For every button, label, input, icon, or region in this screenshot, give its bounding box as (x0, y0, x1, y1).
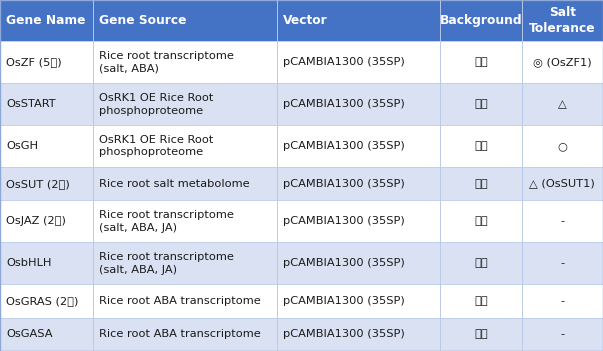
Bar (277, 284, 440, 318)
Text: -: - (560, 329, 564, 339)
Bar (277, 41, 440, 83)
Text: OsZF (5종): OsZF (5종) (6, 57, 62, 67)
Bar (440, 167, 522, 200)
Text: -: - (560, 216, 564, 226)
Text: 동진: 동진 (474, 258, 488, 268)
Bar (522, 284, 603, 318)
Bar (0, 0, 93, 41)
Text: pCAMBIA1300 (35SP): pCAMBIA1300 (35SP) (283, 141, 405, 151)
Text: Rice root transcriptome
(salt, ABA): Rice root transcriptome (salt, ABA) (99, 51, 235, 74)
Text: Rice root ABA transcriptome: Rice root ABA transcriptome (99, 296, 261, 306)
Text: ◎ (OsZF1): ◎ (OsZF1) (533, 57, 592, 67)
Text: OsJAZ (2종): OsJAZ (2종) (6, 216, 66, 226)
Text: 동진: 동진 (474, 57, 488, 67)
Bar (277, 242, 440, 284)
Bar (0, 83, 93, 125)
Text: pCAMBIA1300 (35SP): pCAMBIA1300 (35SP) (283, 329, 405, 339)
Bar (0, 125, 93, 167)
Bar (277, 167, 440, 200)
Text: Rice root salt metabolome: Rice root salt metabolome (99, 179, 250, 188)
Bar (0, 200, 93, 242)
Bar (522, 318, 603, 351)
Bar (93, 167, 277, 200)
Text: OsGASA: OsGASA (6, 329, 52, 339)
Text: 동진: 동진 (474, 216, 488, 226)
Bar (0, 284, 93, 318)
Text: OsSTART: OsSTART (6, 99, 55, 109)
Text: pCAMBIA1300 (35SP): pCAMBIA1300 (35SP) (283, 99, 405, 109)
Text: OsGH: OsGH (6, 141, 38, 151)
Text: Gene Name: Gene Name (6, 14, 86, 27)
Bar (440, 242, 522, 284)
Text: OsGRAS (2종): OsGRAS (2종) (6, 296, 78, 306)
Bar (440, 125, 522, 167)
Bar (277, 0, 440, 41)
Text: △ (OsSUT1): △ (OsSUT1) (529, 179, 595, 188)
Bar (93, 318, 277, 351)
Bar (440, 284, 522, 318)
Bar (277, 83, 440, 125)
Text: pCAMBIA1300 (35SP): pCAMBIA1300 (35SP) (283, 296, 405, 306)
Bar (522, 125, 603, 167)
Text: Rice root transcriptome
(salt, ABA, JA): Rice root transcriptome (salt, ABA, JA) (99, 252, 235, 274)
Text: 동진: 동진 (474, 296, 488, 306)
Text: 동진: 동진 (474, 329, 488, 339)
Bar (522, 41, 603, 83)
Text: OsRK1 OE Rice Root
phosphoproteome: OsRK1 OE Rice Root phosphoproteome (99, 93, 214, 115)
Bar (0, 41, 93, 83)
Text: 동진: 동진 (474, 99, 488, 109)
Bar (522, 0, 603, 41)
Text: pCAMBIA1300 (35SP): pCAMBIA1300 (35SP) (283, 57, 405, 67)
Bar (93, 0, 277, 41)
Bar (93, 125, 277, 167)
Text: pCAMBIA1300 (35SP): pCAMBIA1300 (35SP) (283, 179, 405, 188)
Text: 동진: 동진 (474, 179, 488, 188)
Text: -: - (560, 258, 564, 268)
Bar (277, 125, 440, 167)
Text: Background: Background (440, 14, 522, 27)
Bar (0, 318, 93, 351)
Text: -: - (560, 296, 564, 306)
Bar (522, 242, 603, 284)
Bar (440, 0, 522, 41)
Bar (0, 242, 93, 284)
Text: 동진: 동진 (474, 141, 488, 151)
Bar (522, 200, 603, 242)
Text: △: △ (558, 99, 567, 109)
Text: Gene Source: Gene Source (99, 14, 187, 27)
Text: OsRK1 OE Rice Root
phosphoproteome: OsRK1 OE Rice Root phosphoproteome (99, 134, 214, 157)
Bar (93, 83, 277, 125)
Bar (277, 318, 440, 351)
Text: ○: ○ (557, 141, 567, 151)
Bar (93, 41, 277, 83)
Text: OsbHLH: OsbHLH (6, 258, 51, 268)
Bar (522, 167, 603, 200)
Text: pCAMBIA1300 (35SP): pCAMBIA1300 (35SP) (283, 216, 405, 226)
Text: Rice root transcriptome
(salt, ABA, JA): Rice root transcriptome (salt, ABA, JA) (99, 210, 235, 233)
Text: pCAMBIA1300 (35SP): pCAMBIA1300 (35SP) (283, 258, 405, 268)
Bar (277, 200, 440, 242)
Bar (93, 200, 277, 242)
Bar (0, 167, 93, 200)
Bar (522, 83, 603, 125)
Bar (440, 83, 522, 125)
Text: Rice root ABA transcriptome: Rice root ABA transcriptome (99, 329, 261, 339)
Text: Salt
Tolerance: Salt Tolerance (529, 6, 596, 35)
Bar (440, 41, 522, 83)
Bar (440, 318, 522, 351)
Text: OsSUT (2종): OsSUT (2종) (6, 179, 70, 188)
Bar (93, 242, 277, 284)
Bar (440, 200, 522, 242)
Text: Vector: Vector (283, 14, 328, 27)
Bar (93, 284, 277, 318)
